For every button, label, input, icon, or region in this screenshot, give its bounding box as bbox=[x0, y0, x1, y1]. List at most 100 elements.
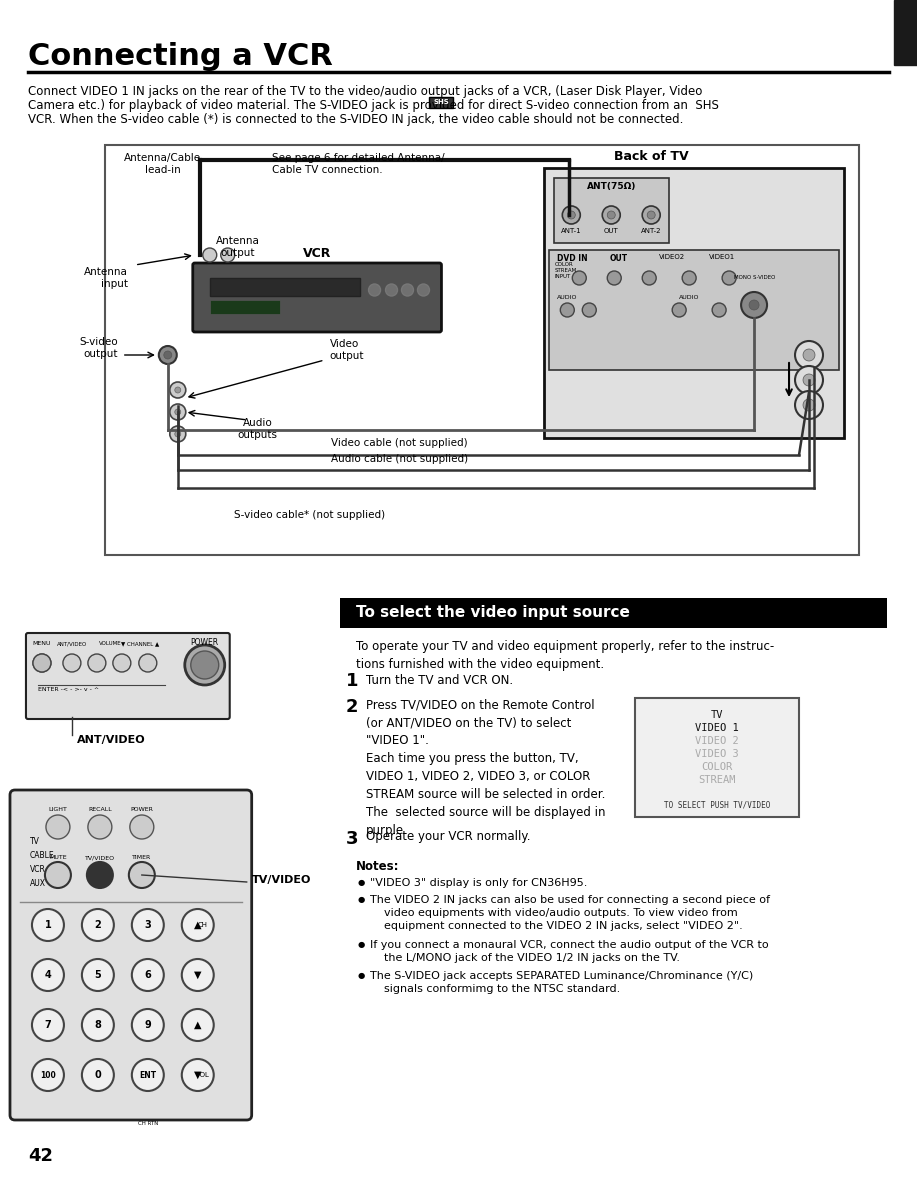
Text: Video
output: Video output bbox=[330, 339, 364, 360]
Text: VIDEO 1: VIDEO 1 bbox=[695, 723, 739, 734]
Circle shape bbox=[159, 346, 177, 364]
FancyBboxPatch shape bbox=[26, 633, 230, 719]
Circle shape bbox=[87, 861, 113, 888]
Text: ENTER -< - >- v - ^: ENTER -< - >- v - ^ bbox=[38, 687, 99, 692]
Bar bbox=[894, 0, 917, 65]
Circle shape bbox=[185, 645, 225, 685]
Text: The S-VIDEO jack accepts SEPARATED Luminance/Chrominance (Y/C)
    signals confo: The S-VIDEO jack accepts SEPARATED Lumin… bbox=[370, 971, 753, 994]
Circle shape bbox=[722, 271, 736, 286]
Text: Video cable (not supplied): Video cable (not supplied) bbox=[331, 438, 468, 448]
Circle shape bbox=[32, 1059, 64, 1091]
Circle shape bbox=[45, 861, 71, 888]
Text: MUTE: MUTE bbox=[50, 856, 67, 860]
Text: Connect VIDEO 1 IN jacks on the rear of the TV to the video/audio output jacks o: Connect VIDEO 1 IN jacks on the rear of … bbox=[28, 85, 702, 98]
Text: OUT: OUT bbox=[610, 254, 627, 263]
Bar bbox=[209, 278, 360, 296]
Text: If you connect a monaural VCR, connect the audio output of the VCR to
    the L/: If you connect a monaural VCR, connect t… bbox=[370, 940, 768, 963]
Text: DVD IN: DVD IN bbox=[557, 254, 588, 263]
Text: To operate your TV and video equipment properly, refer to the instruc-
tions fur: To operate your TV and video equipment p… bbox=[355, 640, 774, 671]
Circle shape bbox=[795, 366, 823, 393]
Text: To select the video input source: To select the video input source bbox=[355, 606, 630, 621]
Circle shape bbox=[170, 404, 185, 419]
Circle shape bbox=[647, 211, 655, 219]
Circle shape bbox=[82, 1059, 114, 1091]
Circle shape bbox=[82, 959, 114, 991]
Circle shape bbox=[203, 248, 217, 262]
Text: 5: 5 bbox=[95, 971, 101, 980]
Text: AUX: AUX bbox=[30, 879, 46, 888]
Circle shape bbox=[182, 1059, 214, 1091]
Text: 3: 3 bbox=[345, 830, 358, 848]
Circle shape bbox=[386, 284, 397, 296]
Text: 8: 8 bbox=[95, 1020, 101, 1030]
Text: VIDEO 3: VIDEO 3 bbox=[695, 749, 739, 760]
Circle shape bbox=[129, 815, 154, 839]
Circle shape bbox=[563, 206, 580, 224]
Circle shape bbox=[182, 1008, 214, 1040]
Text: 2: 2 bbox=[95, 920, 101, 930]
Text: Camera etc.) for playback of video material. The S-VIDEO jack is provided for di: Camera etc.) for playback of video mater… bbox=[28, 100, 719, 113]
Circle shape bbox=[560, 303, 575, 318]
Text: VIDEO2: VIDEO2 bbox=[659, 254, 686, 260]
Text: See page 6 for detailed Antenna/
Cable TV connection.: See page 6 for detailed Antenna/ Cable T… bbox=[272, 153, 444, 174]
Text: 7: 7 bbox=[45, 1020, 51, 1030]
Circle shape bbox=[33, 654, 50, 672]
Circle shape bbox=[418, 284, 430, 296]
FancyBboxPatch shape bbox=[10, 790, 252, 1120]
Text: 1: 1 bbox=[345, 672, 358, 690]
Circle shape bbox=[174, 431, 181, 437]
Circle shape bbox=[795, 341, 823, 369]
Circle shape bbox=[672, 303, 686, 318]
Text: MONO S-VIDEO: MONO S-VIDEO bbox=[734, 275, 776, 280]
Text: VCR: VCR bbox=[304, 246, 331, 260]
Circle shape bbox=[749, 300, 759, 310]
Text: COLOR: COLOR bbox=[701, 762, 733, 771]
Text: VCR: VCR bbox=[30, 865, 46, 875]
Circle shape bbox=[182, 909, 214, 941]
Text: ▼: ▼ bbox=[194, 1070, 202, 1080]
Circle shape bbox=[741, 292, 767, 318]
Text: TV/VIDEO: TV/VIDEO bbox=[252, 875, 311, 885]
Text: ANT(75Ω): ANT(75Ω) bbox=[587, 182, 636, 191]
Circle shape bbox=[401, 284, 413, 296]
Text: Operate your VCR normally.: Operate your VCR normally. bbox=[365, 830, 530, 843]
Circle shape bbox=[139, 654, 157, 672]
Circle shape bbox=[82, 1008, 114, 1040]
Text: STREAM: STREAM bbox=[699, 775, 736, 784]
Text: 1: 1 bbox=[45, 920, 51, 930]
Text: Notes:: Notes: bbox=[355, 860, 399, 873]
Circle shape bbox=[803, 399, 815, 411]
Circle shape bbox=[682, 271, 696, 286]
Text: S-video
output: S-video output bbox=[79, 338, 118, 359]
Text: Antenna
input: Antenna input bbox=[84, 267, 128, 289]
Circle shape bbox=[132, 1008, 163, 1040]
Text: ▲: ▲ bbox=[194, 1020, 202, 1030]
Circle shape bbox=[174, 409, 181, 415]
Circle shape bbox=[82, 909, 114, 941]
Circle shape bbox=[182, 959, 214, 991]
Text: COLOR
STREAM
INPUT: COLOR STREAM INPUT bbox=[554, 262, 577, 280]
Circle shape bbox=[129, 861, 155, 888]
Circle shape bbox=[132, 909, 163, 941]
Bar bbox=[340, 598, 887, 628]
Circle shape bbox=[803, 374, 815, 386]
Circle shape bbox=[32, 1008, 64, 1040]
Text: TIMER: TIMER bbox=[132, 856, 151, 860]
Text: Antenna/Cable
lead-in: Antenna/Cable lead-in bbox=[124, 153, 201, 174]
Text: Antenna
output: Antenna output bbox=[216, 236, 260, 258]
Text: 9: 9 bbox=[144, 1020, 151, 1030]
Circle shape bbox=[32, 909, 64, 941]
Text: Back of TV: Back of TV bbox=[614, 150, 688, 164]
Bar bbox=[549, 250, 839, 370]
Circle shape bbox=[170, 382, 185, 398]
Text: ANT/VIDEO: ANT/VIDEO bbox=[57, 641, 87, 646]
Text: CH RTN: CH RTN bbox=[138, 1121, 158, 1126]
Circle shape bbox=[368, 284, 381, 296]
Bar bbox=[209, 300, 280, 314]
Circle shape bbox=[803, 350, 815, 361]
Text: LIGHT: LIGHT bbox=[49, 807, 67, 812]
Text: ANT/VIDEO: ANT/VIDEO bbox=[77, 735, 146, 745]
Text: ●: ● bbox=[358, 895, 364, 904]
Circle shape bbox=[572, 271, 587, 286]
Circle shape bbox=[643, 271, 656, 286]
